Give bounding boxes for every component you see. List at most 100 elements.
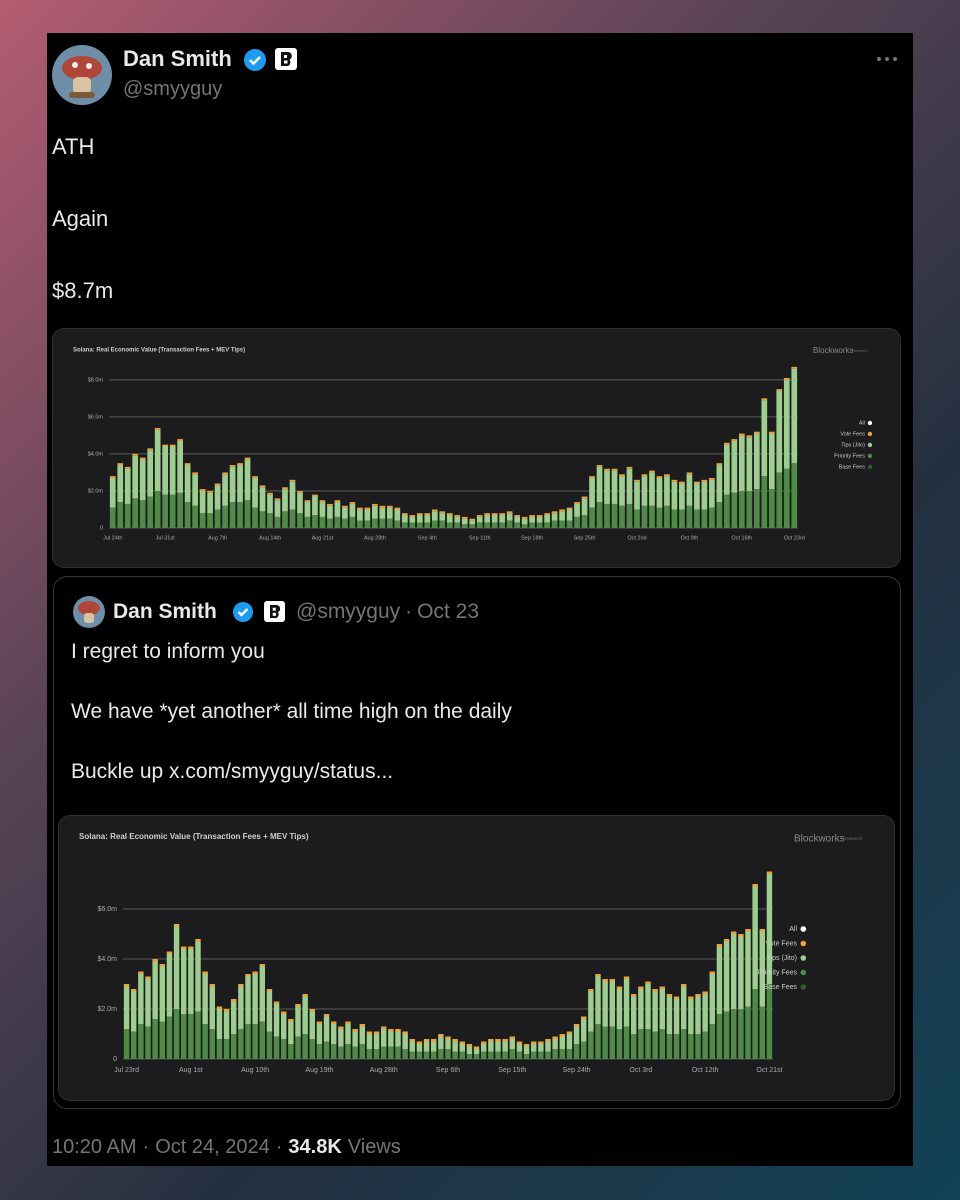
bar-segment: [626, 466, 633, 469]
bar-segment: [649, 472, 655, 506]
author-handle[interactable]: @smyyguy: [123, 78, 223, 100]
bar-segment: [409, 1041, 415, 1052]
bar-segment: [267, 492, 273, 495]
bar-segment: [573, 1026, 580, 1044]
bar-segment: [252, 974, 258, 1024]
bar-segment: [604, 470, 610, 504]
bar-segment: [516, 1051, 523, 1059]
chart: Solana: Real Economic Value (Transaction…: [79, 832, 863, 1074]
bar-segment: [166, 951, 173, 954]
bar-segment: [195, 939, 201, 942]
bar-segment: [566, 507, 573, 510]
bar-segment: [202, 971, 208, 974]
bar-segment: [237, 463, 243, 466]
bar-segment: [731, 1009, 737, 1059]
x-tick-label: Oct 12th: [692, 1067, 719, 1074]
bar-segment: [331, 1024, 337, 1044]
bar-segment: [364, 520, 371, 528]
bar-segment: [366, 1034, 373, 1049]
bar-segment: [273, 1036, 280, 1059]
bar-segment: [716, 463, 723, 466]
bar-segment: [596, 465, 603, 467]
bar-segment: [357, 509, 363, 521]
x-tick-label: Sep 15th: [498, 1067, 526, 1074]
bar-segment: [266, 989, 273, 992]
bar-segment: [649, 470, 655, 473]
bar-segment: [509, 1049, 515, 1059]
bar-segment: [664, 505, 670, 528]
bar-segment: [309, 1039, 315, 1059]
bar-segment: [123, 1029, 130, 1059]
bar-segment: [222, 474, 228, 506]
bar-segment: [623, 1026, 630, 1059]
bar-segment: [476, 516, 483, 523]
bar-segment: [274, 500, 281, 517]
bar-segment: [138, 971, 144, 974]
quote-date: Oct 23: [417, 600, 480, 623]
author-name[interactable]: Dan Smith: [123, 46, 232, 71]
bar-segment: [288, 1044, 294, 1059]
bar-segment: [659, 989, 665, 1029]
bar-segment: [431, 520, 438, 528]
bar-segment: [273, 1001, 280, 1004]
bar-segment: [207, 513, 213, 528]
bar-segment: [302, 996, 308, 1034]
bar-segment: [416, 1051, 423, 1059]
bar-segment: [679, 509, 685, 528]
bar-segment: [521, 516, 528, 519]
bar-segment: [459, 1041, 465, 1044]
brand-tag: Research: [852, 349, 867, 353]
x-tick-label: Aug 7th: [208, 535, 227, 541]
bar-segment: [716, 944, 723, 947]
bar-segment: [177, 492, 183, 528]
bar-segment: [173, 926, 180, 1009]
bar-segment: [386, 505, 393, 508]
bar-segment: [552, 1049, 558, 1059]
bar-segment: [516, 1044, 523, 1052]
bar-segment: [761, 400, 768, 477]
bar-segment: [566, 509, 573, 521]
bar-segment: [588, 1031, 594, 1059]
bar-segment: [551, 513, 558, 521]
bar-segment: [445, 1039, 451, 1049]
bar-segment: [752, 989, 758, 1059]
bar-segment: [302, 1034, 308, 1059]
bar-segment: [145, 979, 151, 1027]
quote-tweet[interactable]: [53, 576, 901, 1109]
bar-segment: [395, 1031, 401, 1047]
y-tick-label: $6.0m: [88, 414, 104, 420]
bar-segment: [791, 463, 798, 528]
bar-segment: [589, 477, 595, 508]
brand-tag: Research: [843, 836, 863, 841]
bar-segment: [514, 522, 521, 528]
bar-segment: [316, 1021, 323, 1024]
bar-segment: [604, 468, 610, 471]
legend-swatch: [800, 955, 807, 961]
bar-segment: [469, 520, 476, 525]
bar-segment: [379, 518, 386, 528]
bar-segment: [364, 507, 371, 510]
bar-segment: [791, 366, 798, 369]
bar-segment: [192, 505, 198, 528]
bar-segment: [738, 934, 744, 937]
bar-segment: [589, 476, 595, 478]
more-button[interactable]: [875, 54, 899, 64]
bar-segment: [214, 483, 221, 486]
chart-image[interactable]: Solana: Real Economic Value (Transaction…: [52, 328, 901, 568]
bar-segment: [681, 984, 687, 987]
bar-segment: [359, 1026, 365, 1044]
bar-segment: [641, 476, 648, 506]
bar-segment: [162, 494, 169, 528]
bar-segment: [516, 1041, 523, 1044]
bar-segment: [701, 509, 708, 528]
bar-segment: [759, 1006, 765, 1059]
bar-segment: [274, 516, 281, 528]
bar-segment: [745, 931, 751, 1007]
avatar[interactable]: [51, 44, 113, 106]
bar-segment: [282, 489, 288, 512]
bar-segment: [331, 1021, 337, 1024]
x-tick-label: Aug 28th: [370, 1067, 398, 1074]
bar-segment: [401, 513, 408, 516]
bar-segment: [323, 1014, 330, 1017]
x-tick-label: Oct 2nd: [627, 535, 646, 541]
